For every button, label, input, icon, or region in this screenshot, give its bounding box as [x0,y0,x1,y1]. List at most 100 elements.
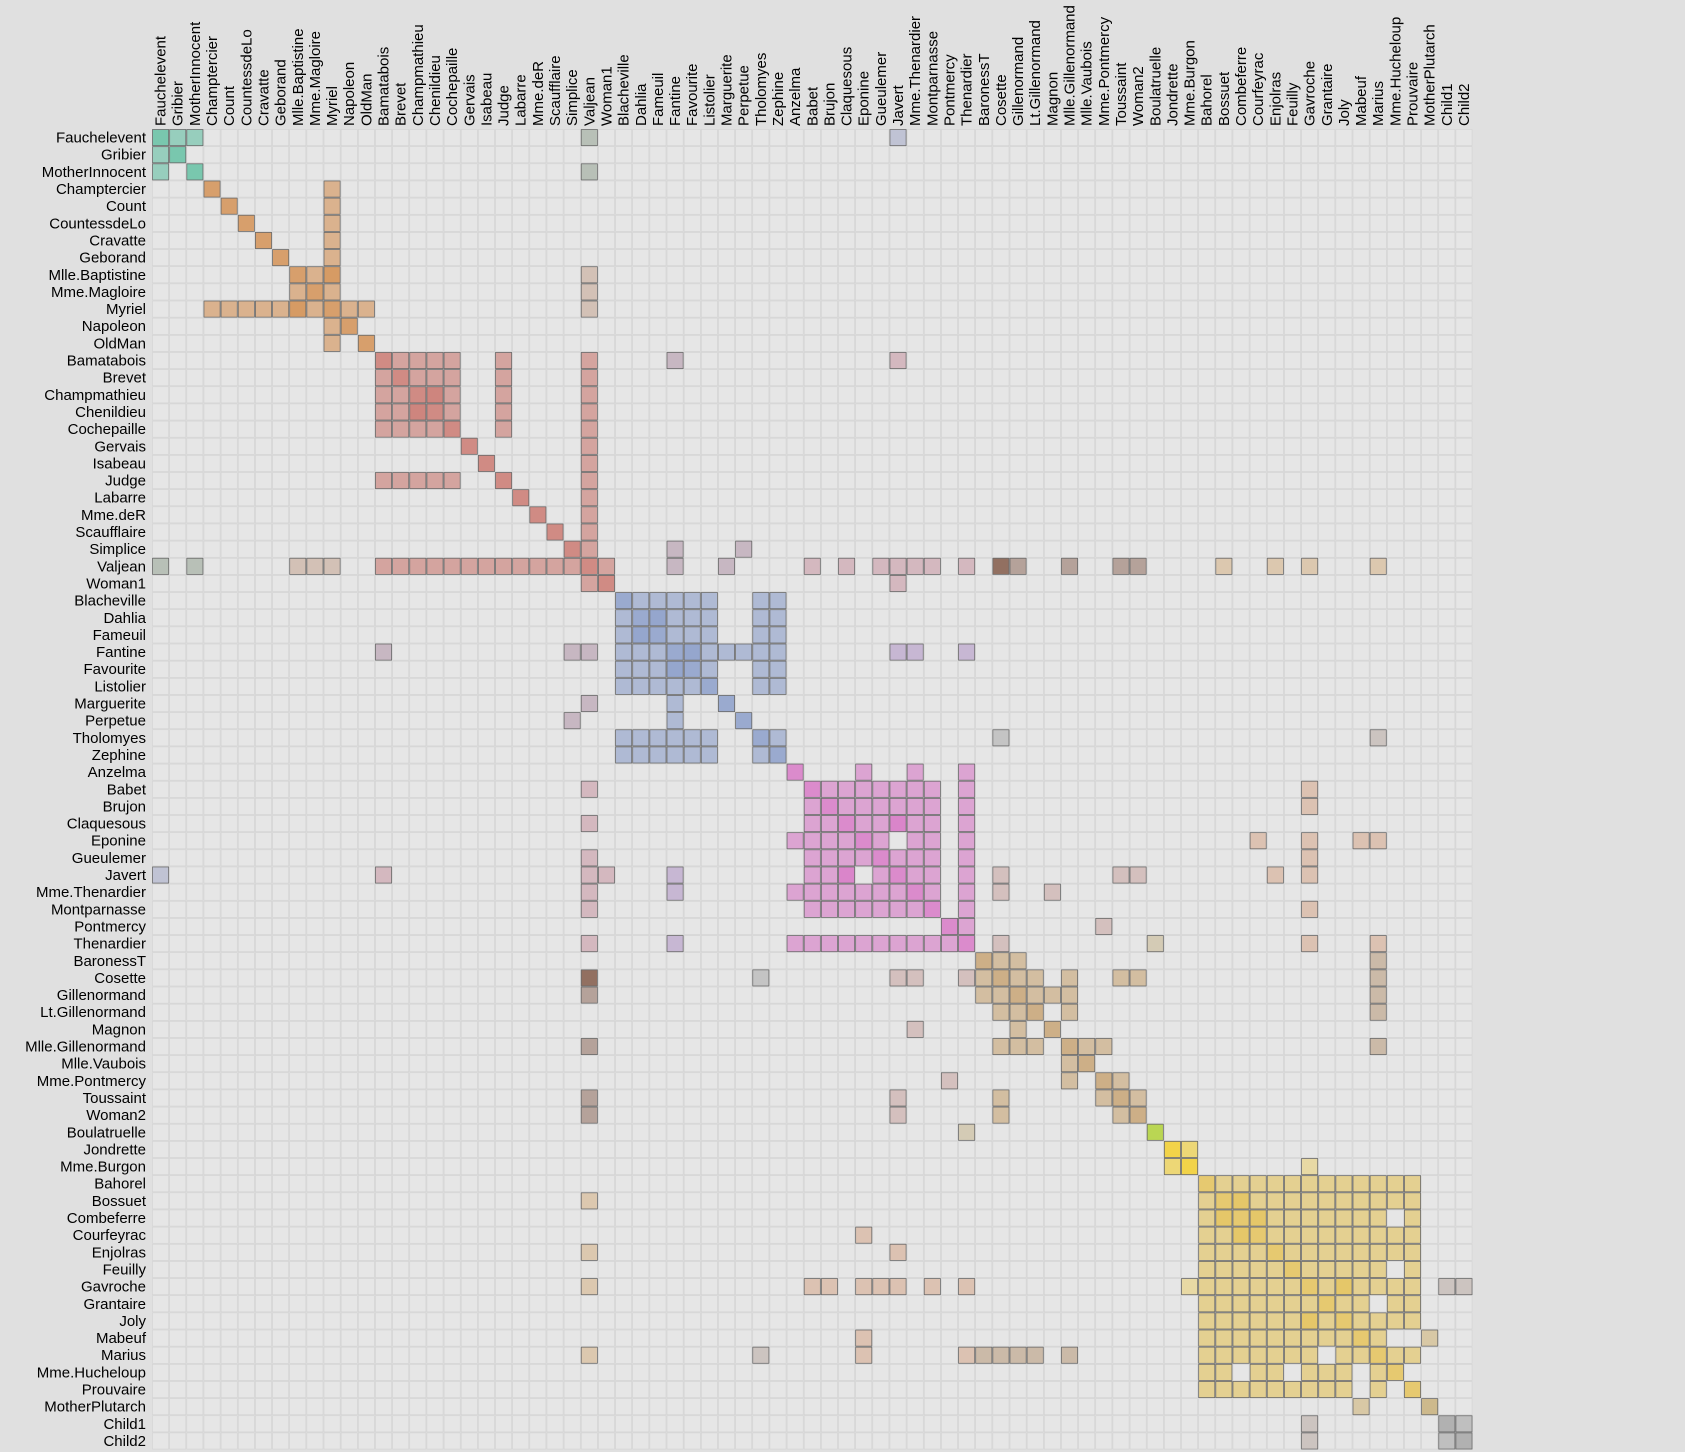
empty-cell [152,832,169,850]
empty-cell [203,1003,221,1021]
empty-cell [786,180,804,198]
empty-cell [786,986,804,1004]
empty-cell [769,437,787,455]
empty-cell [1146,1055,1164,1073]
empty-cell [735,249,753,267]
empty-cell [1095,1020,1113,1038]
empty-cell [460,352,478,369]
empty-cell [1198,129,1216,146]
empty-cell [169,317,187,335]
empty-cell [1078,763,1096,781]
empty-cell [786,129,804,146]
empty-cell [272,1141,289,1158]
empty-cell [1301,1106,1319,1124]
empty-cell [1301,1003,1319,1021]
empty-cell [632,386,650,404]
empty-cell [666,506,684,524]
empty-cell [906,266,924,284]
empty-cell [512,626,530,644]
empty-cell [152,1106,169,1124]
empty-cell [340,420,358,438]
empty-cell [220,952,238,970]
empty-cell [220,1072,238,1090]
empty-cell [872,1072,890,1090]
empty-cell [1421,403,1439,421]
empty-cell [615,523,632,541]
empty-cell [1112,317,1130,335]
empty-cell [786,780,804,798]
empty-cell [649,1106,667,1124]
empty-cell [838,1209,855,1227]
empty-cell [889,232,907,249]
empty-cell [409,1141,427,1158]
empty-cell [821,146,838,164]
empty-cell [340,506,358,524]
empty-cell [546,592,564,609]
empty-cell [426,883,444,901]
empty-cell [1009,489,1027,507]
empty-cell [272,129,289,146]
empty-cell [357,575,375,592]
empty-cell [1215,146,1233,164]
empty-cell [255,609,272,627]
empty-cell [1112,420,1130,438]
empty-cell [941,763,958,781]
empty-cell [1044,129,1061,146]
empty-cell [357,1055,375,1073]
empty-cell [683,506,701,524]
empty-cell [1026,780,1044,798]
empty-cell [152,780,169,798]
empty-cell [152,352,169,369]
empty-cell [992,695,1010,712]
empty-cell [649,1020,667,1038]
empty-cell [1129,832,1147,850]
empty-cell [1198,352,1216,369]
empty-cell [718,403,735,421]
empty-cell [975,1055,993,1073]
empty-cell [580,1226,598,1244]
empty-cell [1438,798,1456,815]
empty-cell [1112,523,1130,541]
empty-cell [1129,798,1147,815]
empty-cell [478,214,495,232]
empty-cell [272,935,289,952]
empty-cell [237,557,255,575]
empty-cell [495,780,512,798]
empty-cell [1455,780,1473,798]
empty-cell [272,677,289,695]
empty-cell [186,334,204,352]
empty-cell [1044,1209,1061,1227]
empty-cell [529,815,547,832]
empty-cell [1404,712,1421,730]
matrix-cell-mlle-gillenormand-mme-pontmercy [1095,1038,1113,1055]
empty-cell [529,780,547,798]
empty-cell [666,180,684,198]
empty-cell [152,317,169,335]
empty-cell [306,403,324,421]
matrix-cell-blacheville-blacheville [615,592,633,610]
empty-cell [1198,798,1216,815]
empty-cell [889,695,907,712]
empty-cell [1164,163,1181,181]
empty-cell [306,1106,324,1124]
empty-cell [1249,197,1267,215]
empty-cell [392,1175,410,1193]
empty-cell [306,489,324,507]
empty-cell [821,1226,838,1244]
empty-cell [255,935,272,952]
empty-cell [941,729,958,747]
matrix-cell-mme-der-mme-der [529,506,547,524]
empty-cell [1455,969,1473,987]
empty-cell [1369,712,1387,730]
empty-cell [323,146,341,164]
empty-cell [1232,1020,1250,1038]
empty-cell [1061,214,1078,232]
empty-cell [975,1141,993,1158]
empty-cell [1112,1003,1130,1021]
empty-cell [1095,180,1113,198]
empty-cell [752,849,770,867]
empty-cell [580,1020,598,1038]
empty-cell [683,557,701,575]
empty-cell [1026,626,1044,644]
empty-cell [409,1192,427,1210]
